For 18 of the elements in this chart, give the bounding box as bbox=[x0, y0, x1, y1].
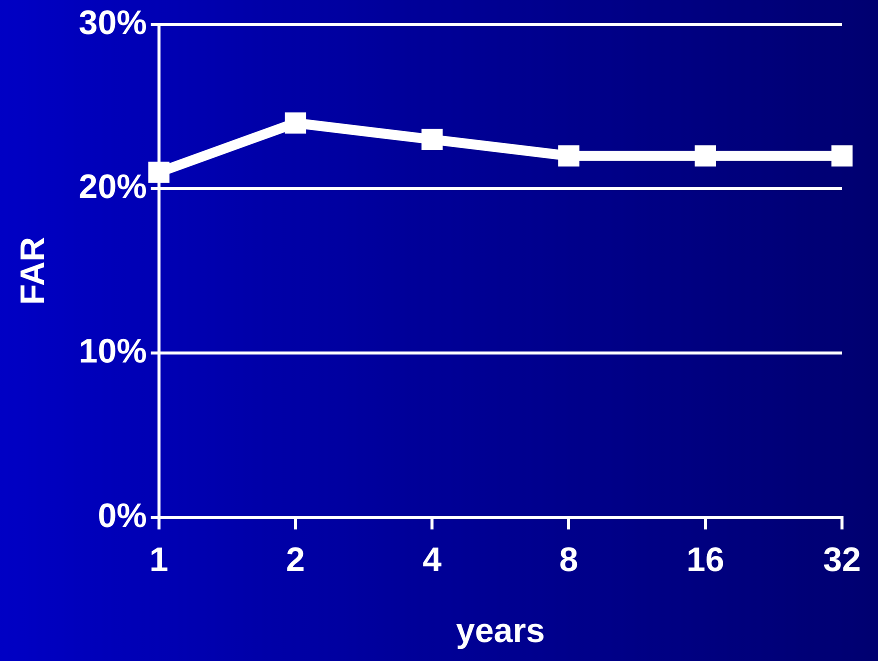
x-axis-title: years bbox=[456, 612, 545, 650]
x-tick-label: 1 bbox=[149, 541, 168, 580]
point bbox=[558, 145, 580, 166]
y-axis-title: FAR bbox=[14, 236, 52, 305]
point bbox=[422, 128, 443, 150]
point bbox=[284, 112, 306, 134]
y-tick-label: 0% bbox=[98, 496, 147, 535]
y-tick-label: 20% bbox=[78, 168, 147, 206]
point bbox=[148, 162, 170, 183]
x-tick-label: 2 bbox=[286, 541, 305, 580]
y-tick-label: 30% bbox=[78, 4, 147, 42]
point bbox=[694, 145, 716, 166]
y-tick-label: 10% bbox=[78, 332, 147, 370]
x-tick-label: 8 bbox=[559, 541, 578, 580]
point bbox=[831, 145, 853, 166]
x-tick-label: 32 bbox=[823, 541, 861, 580]
x-tick-label: 4 bbox=[422, 541, 442, 580]
x-tick-label: 16 bbox=[686, 541, 724, 580]
